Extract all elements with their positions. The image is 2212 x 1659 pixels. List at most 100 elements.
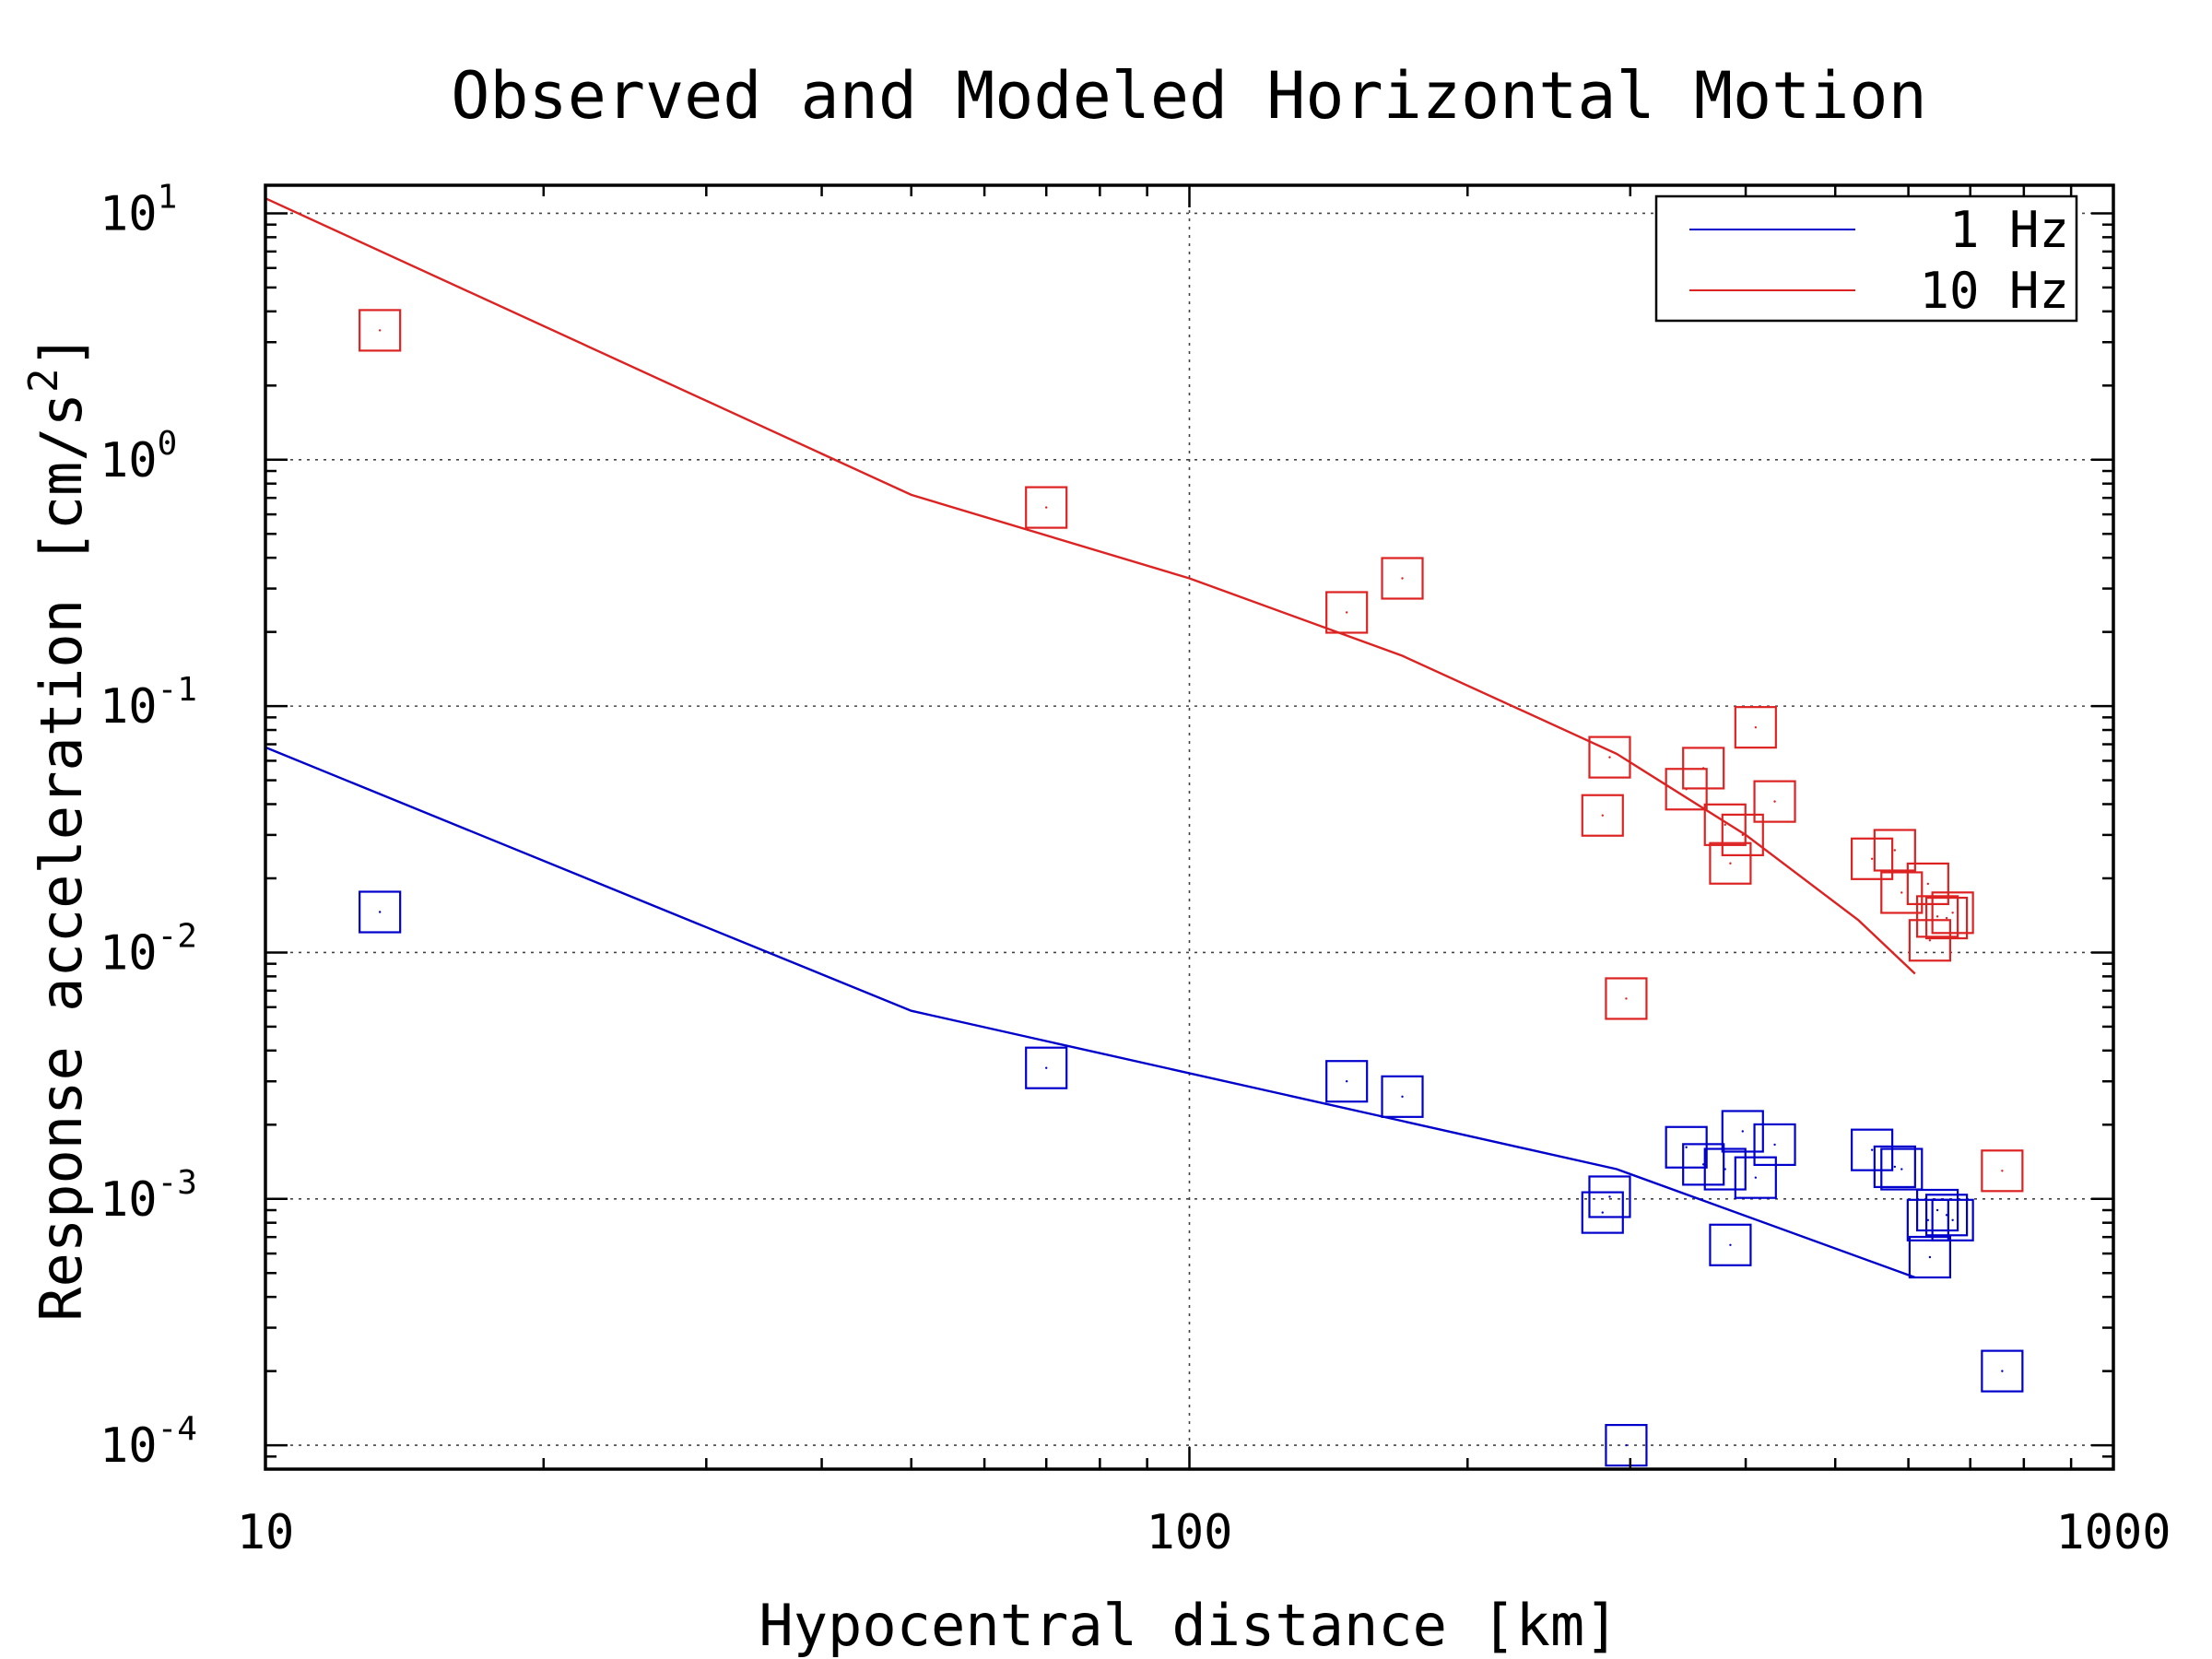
observed-point-1hz	[1931, 1198, 1974, 1241]
observed-point-1hz	[359, 890, 402, 934]
y-axis-label-superscript: 2	[20, 368, 67, 393]
observed-point-center-1hz	[1729, 1243, 1732, 1246]
y-axis-label-main: Response acceleration [cm/s	[28, 393, 95, 1322]
y-tick-base: 10	[100, 925, 158, 981]
observed-point-center-10hz	[1773, 800, 1776, 803]
observed-point-10hz	[1873, 829, 1916, 872]
observed-point-10hz	[1381, 557, 1424, 600]
observed-point-10hz	[1703, 803, 1747, 846]
model-line-10hz	[265, 197, 1916, 975]
observed-point-center-1hz	[1870, 1148, 1874, 1151]
y-tick-base: 10	[100, 679, 158, 735]
y-tick-label: 10-3	[100, 1164, 197, 1228]
y-tick-exponent: -1	[158, 671, 197, 709]
observed-point-1hz	[1381, 1075, 1424, 1118]
observed-point-center-1hz	[1685, 1146, 1688, 1148]
observed-point-center-10hz	[1936, 915, 1939, 918]
observed-point-10hz	[1981, 1149, 2024, 1193]
observed-point-center-10hz	[1608, 756, 1611, 759]
observed-point-center-10hz	[1345, 611, 1348, 614]
observed-point-center-1hz	[1900, 1168, 1903, 1171]
observed-markers	[359, 309, 2024, 1467]
observed-point-center-1hz	[1601, 1211, 1604, 1214]
observed-point-10hz	[1734, 706, 1777, 749]
observed-point-center-10hz	[378, 329, 382, 332]
observed-point-center-10hz	[1754, 725, 1758, 729]
y-tick-label: 10-1	[100, 671, 197, 735]
y-axis-label-suffix: ]	[28, 334, 95, 368]
observed-point-center-10hz	[1893, 849, 1897, 852]
observed-point-10hz	[1851, 837, 1894, 880]
observed-point-10hz	[1721, 813, 1764, 856]
observed-point-center-1hz	[1401, 1095, 1404, 1099]
x-axis-label: Hypocentral distance [km]	[759, 1592, 1618, 1659]
observed-point-1hz	[1588, 1175, 1631, 1218]
y-tick-label: 10-4	[100, 1410, 197, 1474]
observed-point-1hz	[1851, 1128, 1894, 1171]
legend-box	[1654, 194, 2078, 323]
observed-point-center-1hz	[1936, 1208, 1939, 1212]
observed-point-center-1hz	[1945, 1214, 1948, 1217]
observed-point-10hz	[1915, 895, 1959, 938]
observed-point-10hz	[359, 309, 402, 352]
observed-point-1hz	[1873, 1145, 1916, 1189]
observed-point-10hz	[1906, 862, 1949, 906]
y-tick-exponent: -2	[158, 917, 197, 955]
observed-point-center-10hz	[1928, 939, 1932, 942]
observed-point-center-1hz	[378, 911, 382, 913]
observed-point-1hz	[1908, 1235, 1952, 1279]
observed-point-center-10hz	[1701, 767, 1705, 770]
observed-point-center-10hz	[1926, 882, 1930, 886]
observed-point-center-1hz	[1625, 1443, 1628, 1447]
observed-point-center-1hz	[1893, 1165, 1897, 1169]
observed-point-10hz	[1605, 977, 1648, 1020]
observed-point-10hz	[1588, 735, 1631, 779]
observed-point-center-10hz	[1045, 506, 1048, 509]
y-tick-label: 10-2	[100, 917, 197, 981]
observed-point-10hz	[1709, 841, 1752, 885]
observed-point-center-10hz	[1741, 833, 1744, 837]
legend: 1 Hz 10 Hz	[1654, 194, 2078, 323]
observed-point-center-10hz	[1951, 912, 1954, 914]
model-lines	[265, 197, 1916, 1279]
observed-point-center-10hz	[1870, 857, 1874, 860]
legend-label-1hz: 1 Hz	[1949, 201, 2069, 259]
observed-point-center-1hz	[1773, 1143, 1776, 1147]
observed-point-1hz	[1025, 1046, 1068, 1089]
x-tick-label: 10	[237, 1505, 295, 1560]
x-tick-label: 100	[1147, 1505, 1233, 1560]
y-tick-base: 10	[100, 433, 158, 488]
model-line-1hz	[265, 746, 1916, 1279]
observed-point-center-10hz	[1401, 577, 1404, 580]
observed-point-1hz	[1325, 1060, 1369, 1103]
observed-point-10hz	[1682, 747, 1725, 790]
y-tick-exponent: 0	[158, 425, 178, 463]
y-tick-label: 100	[100, 425, 177, 488]
observed-point-center-10hz	[1729, 862, 1732, 865]
y-tick-base: 10	[100, 186, 158, 241]
observed-point-center-10hz	[1724, 823, 1726, 827]
observed-point-center-1hz	[1928, 1255, 1932, 1259]
x-tick-label: 1000	[2055, 1505, 2171, 1560]
observed-point-center-1hz	[1951, 1218, 1954, 1222]
observed-point-1hz	[1709, 1223, 1752, 1266]
axis-ticks	[264, 185, 2115, 1471]
observed-point-10hz	[1924, 896, 1969, 940]
observed-point-10hz	[1025, 486, 1068, 529]
observed-point-center-10hz	[2001, 1170, 2004, 1172]
observed-point-1hz	[1734, 1156, 1777, 1199]
observed-point-center-1hz	[1045, 1066, 1048, 1069]
observed-point-center-10hz	[1625, 997, 1628, 1000]
observed-point-1hz	[1753, 1123, 1796, 1167]
observed-point-1hz	[1682, 1143, 1725, 1186]
observed-point-center-10hz	[1945, 916, 1948, 920]
observed-point-center-1hz	[1345, 1080, 1348, 1083]
observed-point-1hz	[1581, 1191, 1624, 1234]
grid	[265, 185, 2113, 1469]
observed-point-center-1hz	[1754, 1176, 1758, 1179]
observed-point-center-1hz	[1608, 1195, 1611, 1198]
observed-point-1hz	[1605, 1423, 1648, 1467]
y-tick-label: 101	[100, 178, 177, 241]
